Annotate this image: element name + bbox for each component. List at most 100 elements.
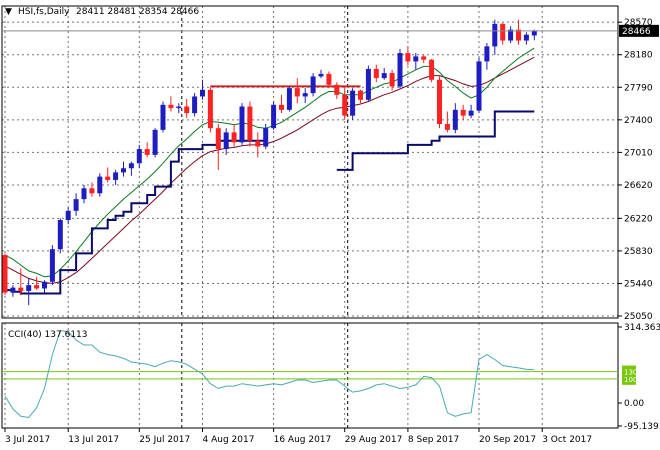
candle-body[interactable] xyxy=(34,285,40,289)
candle-body[interactable] xyxy=(247,106,253,141)
time-tick-label: 4 Aug 2017 xyxy=(203,435,255,445)
candle-body[interactable] xyxy=(231,132,237,143)
candle-body[interactable] xyxy=(89,188,95,194)
candle-body[interactable] xyxy=(160,104,166,130)
candle-body[interactable] xyxy=(310,76,316,94)
candle-body[interactable] xyxy=(271,104,277,129)
price-tick-label: 26220 xyxy=(624,214,653,224)
cci-level-box xyxy=(622,365,636,385)
ma-slow-line xyxy=(4,56,535,284)
cci-line xyxy=(4,329,535,419)
price-tick-label: 27010 xyxy=(624,148,653,158)
cci-tick-label: -95.1391 xyxy=(624,422,660,432)
candle-body[interactable] xyxy=(73,199,79,211)
candle-body[interactable] xyxy=(350,90,356,116)
candle-body[interactable] xyxy=(326,73,332,85)
current-price-label: 28466 xyxy=(622,27,651,37)
candle-body[interactable] xyxy=(223,132,229,150)
candle-body[interactable] xyxy=(2,255,8,293)
candle-body[interactable] xyxy=(121,168,126,173)
candle-body[interactable] xyxy=(168,104,174,109)
candle-body[interactable] xyxy=(365,68,371,100)
candle-body[interactable] xyxy=(42,281,47,289)
time-tick-label: 3 Jul 2017 xyxy=(5,435,50,445)
time-tick-label: 16 Aug 2017 xyxy=(274,435,332,445)
time-tick-label: 13 Jul 2017 xyxy=(68,435,119,445)
candle-body[interactable] xyxy=(358,90,363,100)
candle-body[interactable] xyxy=(192,96,198,114)
candle-body[interactable] xyxy=(49,249,55,282)
price-tick-label: 27400 xyxy=(624,116,653,126)
current-price-box xyxy=(619,24,659,37)
candle-body[interactable] xyxy=(389,73,395,87)
cci-level-label: 100 xyxy=(624,376,637,384)
candle-body[interactable] xyxy=(105,176,111,180)
cci-level-label: 130 xyxy=(624,369,637,377)
candle-body[interactable] xyxy=(144,149,150,155)
cci-indicator-label: CCI(40) 137.6113 xyxy=(8,330,88,340)
time-tick-label: 29 Aug 2017 xyxy=(345,435,403,445)
candle-body[interactable] xyxy=(405,53,411,62)
price-tick-label: 25440 xyxy=(624,279,653,289)
candle-body[interactable] xyxy=(200,89,205,97)
candle-body[interactable] xyxy=(57,220,63,250)
candle-body[interactable] xyxy=(318,73,324,77)
candle-body[interactable] xyxy=(136,149,142,164)
candle-body[interactable] xyxy=(81,188,87,200)
candle-body[interactable] xyxy=(255,140,261,147)
candle-body[interactable] xyxy=(444,124,450,130)
candle-body[interactable] xyxy=(279,104,284,110)
time-tick-label: 8 Sep 2017 xyxy=(408,435,459,445)
chart-ohlc-label: 28411 28481 28354 28466 xyxy=(76,7,199,17)
candle-body[interactable] xyxy=(334,84,340,95)
candle-body[interactable] xyxy=(65,210,71,221)
time-axis: 3 Jul 2017 13 Jul 2017 25 Jul 2017 4 Aug 20… xyxy=(4,428,592,445)
candle-body[interactable] xyxy=(373,68,379,79)
candle-body[interactable] xyxy=(516,29,521,41)
candle-body[interactable] xyxy=(476,61,482,111)
candle-body[interactable] xyxy=(381,73,387,79)
candle-body[interactable] xyxy=(342,94,348,116)
candle-body[interactable] xyxy=(468,110,474,116)
candle-body[interactable] xyxy=(500,23,506,41)
candle-body[interactable] xyxy=(302,93,308,97)
candle-body[interactable] xyxy=(207,89,213,129)
candle-body[interactable] xyxy=(294,88,300,97)
candle-body[interactable] xyxy=(421,56,427,60)
candle-body[interactable] xyxy=(10,287,16,293)
candle-body[interactable] xyxy=(26,285,32,291)
candle-body[interactable] xyxy=(263,128,269,147)
price-tick-label: 28570 xyxy=(624,18,653,28)
time-tick-label: 25 Jul 2017 xyxy=(139,435,190,445)
candle-body[interactable] xyxy=(508,29,514,41)
candle-body[interactable] xyxy=(531,30,537,36)
candle-body[interactable] xyxy=(437,79,442,125)
candle-body[interactable] xyxy=(97,176,103,194)
price-panel[interactable]: 25050 25440 25830 26220 26620 27010 27400 27790… xyxy=(1,5,659,322)
candle-body[interactable] xyxy=(460,109,466,116)
candle-body[interactable] xyxy=(184,106,190,114)
candle-body[interactable] xyxy=(484,46,490,62)
price-tick-label: 25830 xyxy=(624,247,653,257)
price-tick-label: 25050 xyxy=(624,312,653,322)
candle-body[interactable] xyxy=(176,106,182,109)
time-tick-label: 3 Oct 2017 xyxy=(542,435,592,445)
candle-body[interactable] xyxy=(152,129,158,155)
candle-body[interactable] xyxy=(413,56,419,62)
candle-body[interactable] xyxy=(452,109,458,130)
candle-body[interactable] xyxy=(18,287,24,291)
candle-body[interactable] xyxy=(286,88,292,110)
candle-body[interactable] xyxy=(397,53,403,87)
candle-body[interactable] xyxy=(128,163,134,169)
candle-body[interactable] xyxy=(429,59,435,80)
candle-body[interactable] xyxy=(215,128,221,150)
candle-body[interactable] xyxy=(523,34,529,41)
candle-body[interactable] xyxy=(113,172,119,180)
candle-body[interactable] xyxy=(492,23,498,47)
price-panel-frame xyxy=(1,5,619,319)
header-dropdown-triangle-icon[interactable]: ▼ xyxy=(5,7,12,17)
candle-body[interactable] xyxy=(239,106,245,143)
time-tick-label: 20 Sep 2017 xyxy=(479,435,536,445)
